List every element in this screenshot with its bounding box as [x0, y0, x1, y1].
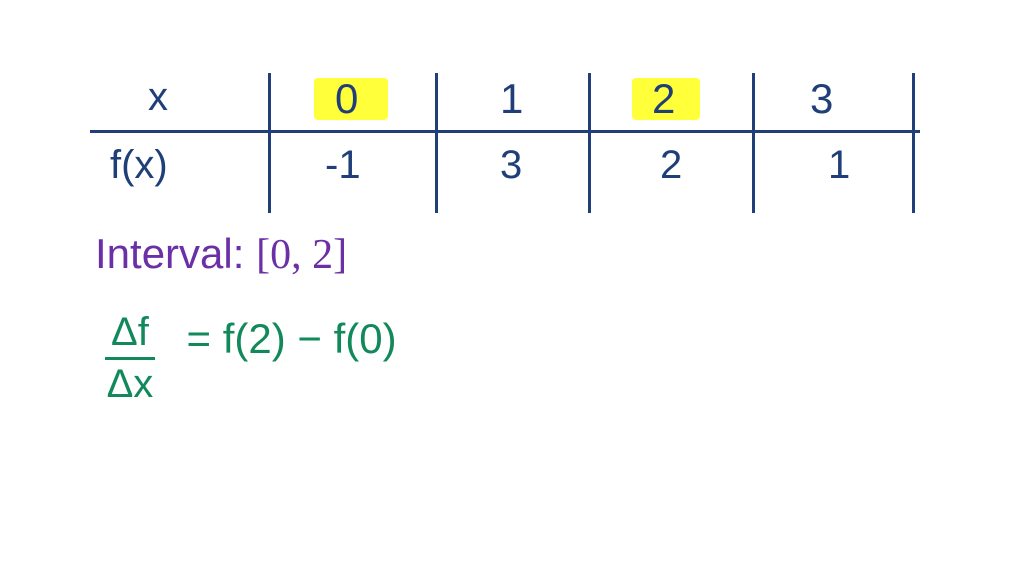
table-fx-value-0: -1	[325, 143, 361, 188]
formula-equals: =	[187, 315, 212, 362]
formula-denominator: Δx	[105, 360, 155, 407]
table-fx-value-3: 1	[828, 143, 850, 188]
interval-label: Interval:	[95, 230, 244, 277]
table-header-x: x	[148, 75, 168, 120]
table-vertical-divider	[435, 73, 438, 213]
average-rate-formula: Δf Δx = f(2) − f(0)	[105, 310, 397, 407]
table-vertical-divider	[752, 73, 755, 213]
function-value-table: x 0 1 2 3 f(x) -1 3 2 1	[90, 55, 920, 225]
table-horizontal-divider	[90, 130, 920, 133]
table-fx-value-2: 2	[660, 143, 682, 188]
formula-lhs-fraction: Δf Δx	[105, 310, 155, 407]
table-row-label-fx: f(x)	[110, 143, 168, 188]
formula-numerator: Δf	[105, 310, 155, 360]
table-vertical-divider	[268, 73, 271, 213]
table-fx-value-1: 3	[500, 143, 522, 188]
table-vertical-divider	[588, 73, 591, 213]
formula-equals-rhs: = f(2) − f(0)	[187, 315, 397, 363]
interval-text: Interval: [0, 2]	[95, 230, 347, 279]
table-x-value-2: 2	[652, 75, 675, 123]
table-vertical-divider	[912, 73, 915, 213]
formula-rhs: f(2) − f(0)	[223, 315, 397, 362]
table-x-value-3: 3	[810, 75, 833, 123]
table-x-value-1: 1	[500, 75, 523, 123]
table-x-value-0: 0	[335, 75, 358, 123]
interval-value: [0, 2]	[256, 232, 347, 278]
